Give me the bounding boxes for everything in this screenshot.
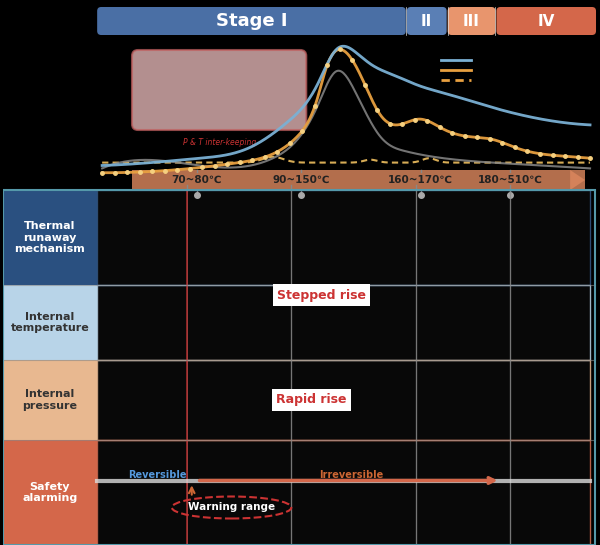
Bar (511, 285, 590, 360)
Bar (97, 285, 590, 360)
Text: 90~150℃: 90~150℃ (272, 175, 330, 185)
Bar (97, 440, 187, 545)
Text: Reversible: Reversible (128, 469, 186, 480)
Bar (97, 360, 187, 440)
Text: Internal
pressure: Internal pressure (22, 389, 77, 411)
Bar (511, 190, 590, 285)
Bar (511, 440, 590, 545)
FancyBboxPatch shape (132, 50, 306, 130)
Bar (416, 440, 511, 545)
Bar (2, 285, 97, 360)
Text: 180~510℃: 180~510℃ (478, 175, 543, 185)
Bar (511, 190, 590, 285)
Text: Rapid rise: Rapid rise (276, 393, 346, 407)
Bar (2, 190, 97, 285)
Bar (292, 440, 416, 545)
Bar (97, 190, 187, 285)
Bar (187, 285, 292, 360)
FancyBboxPatch shape (448, 7, 496, 35)
Text: 160~170℃: 160~170℃ (388, 175, 453, 185)
Bar (416, 190, 511, 285)
Bar (511, 440, 590, 545)
Bar (97, 440, 187, 545)
Text: III: III (463, 14, 480, 28)
Text: Safety
alarming: Safety alarming (22, 482, 77, 503)
FancyBboxPatch shape (407, 7, 446, 35)
FancyBboxPatch shape (97, 7, 406, 35)
FancyBboxPatch shape (496, 7, 596, 35)
Bar (292, 440, 416, 545)
Bar (187, 360, 292, 440)
Bar (292, 190, 416, 285)
Bar (97, 285, 187, 360)
Bar (187, 285, 292, 360)
Polygon shape (570, 170, 585, 190)
Text: Internal
temperature: Internal temperature (10, 312, 89, 334)
Bar (2, 190, 595, 545)
Text: IV: IV (538, 14, 555, 28)
Bar (292, 360, 416, 440)
Text: Thermal
runaway
mechanism: Thermal runaway mechanism (14, 221, 85, 254)
Bar (416, 360, 511, 440)
Bar (187, 440, 292, 545)
Bar (416, 285, 511, 360)
Bar (292, 285, 416, 360)
Bar (97, 440, 590, 545)
Bar (511, 360, 590, 440)
Bar (292, 190, 416, 285)
Bar (97, 360, 590, 440)
Text: Stage I: Stage I (216, 12, 287, 30)
Bar (97, 190, 590, 285)
Bar (187, 360, 292, 440)
Bar (511, 285, 590, 360)
Bar (416, 360, 511, 440)
Bar (2, 360, 97, 440)
Bar (132, 170, 585, 190)
Bar (292, 285, 416, 360)
Bar (187, 440, 292, 545)
Bar (97, 190, 187, 285)
Bar (292, 360, 416, 440)
Bar (187, 190, 292, 285)
Bar (416, 190, 511, 285)
Text: P & T inter-keeping: P & T inter-keeping (182, 138, 256, 147)
Text: Warning range: Warning range (188, 502, 275, 512)
Bar (97, 285, 187, 360)
Bar (187, 190, 292, 285)
Text: II: II (421, 14, 433, 28)
Text: Stepped rise: Stepped rise (277, 288, 365, 301)
Text: Irreversible: Irreversible (319, 469, 383, 480)
Bar (2, 440, 97, 545)
Bar (97, 360, 187, 440)
Bar (511, 360, 590, 440)
Bar (416, 440, 511, 545)
Text: 70~80℃: 70~80℃ (172, 175, 222, 185)
Bar (416, 285, 511, 360)
